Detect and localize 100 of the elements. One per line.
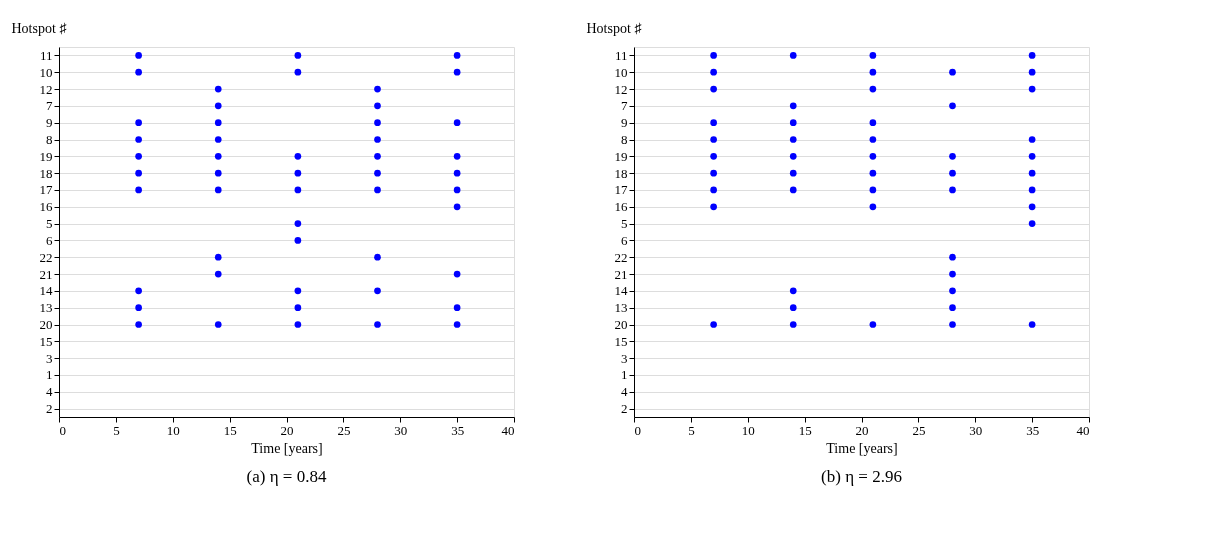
point bbox=[869, 68, 877, 76]
point bbox=[294, 237, 302, 244]
point bbox=[453, 119, 461, 127]
point bbox=[453, 304, 461, 312]
y-tick-label: 20 bbox=[39, 317, 53, 332]
point bbox=[949, 304, 956, 312]
y-tick-label: 12 bbox=[39, 81, 53, 97]
point bbox=[135, 52, 142, 59]
point bbox=[453, 68, 461, 76]
x-axis-title: Time [years] bbox=[826, 440, 898, 456]
point bbox=[135, 287, 142, 295]
y-tick-label: 14 bbox=[614, 283, 628, 299]
point bbox=[710, 169, 717, 177]
y-tick-label: 9 bbox=[621, 115, 628, 131]
point bbox=[869, 85, 877, 93]
point bbox=[294, 186, 302, 194]
point bbox=[710, 203, 717, 211]
point bbox=[949, 321, 956, 328]
x-tick-label: 30 bbox=[394, 422, 408, 438]
x-tick-label: 35 bbox=[1026, 422, 1040, 438]
y-tick-label: 6 bbox=[46, 232, 53, 248]
point bbox=[374, 152, 381, 160]
x-tick-label: 40 bbox=[1076, 422, 1090, 438]
point bbox=[1028, 220, 1036, 227]
point bbox=[869, 186, 877, 194]
x-tick-label: 10 bbox=[166, 422, 180, 438]
point bbox=[710, 119, 717, 127]
point bbox=[135, 136, 142, 143]
point bbox=[789, 119, 797, 127]
y-tick-label: 13 bbox=[614, 300, 628, 316]
point bbox=[1028, 136, 1036, 143]
y-axis-title: Hotspot ♯ bbox=[11, 20, 68, 36]
point bbox=[374, 321, 381, 328]
y-tick-label: 21 bbox=[614, 266, 628, 282]
y-tick-label: 7 bbox=[621, 98, 628, 114]
y-tick-label: 15 bbox=[39, 333, 53, 349]
y-tick-label: 4 bbox=[621, 384, 628, 400]
point bbox=[214, 85, 222, 93]
point bbox=[789, 52, 797, 59]
y-tick-label: 14 bbox=[39, 283, 53, 299]
y-tick-label: 19 bbox=[614, 148, 628, 164]
point bbox=[294, 52, 302, 59]
point bbox=[710, 68, 717, 76]
point bbox=[949, 102, 956, 110]
point bbox=[135, 304, 142, 312]
point bbox=[453, 169, 461, 177]
y-tick-label: 6 bbox=[621, 232, 628, 248]
y-tick-label: 16 bbox=[614, 199, 628, 215]
point bbox=[214, 136, 222, 143]
point bbox=[214, 102, 222, 110]
point bbox=[710, 52, 717, 59]
point bbox=[453, 270, 461, 278]
point bbox=[294, 304, 302, 312]
x-axis-title: Time [years] bbox=[251, 440, 323, 456]
point bbox=[869, 52, 877, 59]
point bbox=[374, 253, 381, 261]
x-tick-label: 40 bbox=[501, 422, 515, 438]
point bbox=[214, 169, 222, 177]
point bbox=[789, 136, 797, 143]
point bbox=[1028, 68, 1036, 76]
point bbox=[374, 85, 381, 93]
y-tick-label: 17 bbox=[39, 182, 53, 198]
x-tick-label: 30 bbox=[969, 422, 983, 438]
point bbox=[1028, 186, 1036, 194]
point bbox=[374, 119, 381, 127]
point bbox=[214, 186, 222, 194]
point bbox=[789, 321, 797, 328]
point bbox=[869, 136, 877, 143]
y-tick-label: 2 bbox=[621, 401, 628, 417]
point bbox=[869, 169, 877, 177]
point bbox=[294, 169, 302, 177]
point bbox=[1028, 85, 1036, 93]
point bbox=[949, 152, 956, 160]
point bbox=[949, 270, 956, 278]
point bbox=[135, 119, 142, 127]
point bbox=[453, 186, 461, 194]
y-tick-label: 19 bbox=[39, 148, 53, 164]
point bbox=[949, 169, 956, 177]
y-tick-label: 12 bbox=[614, 81, 628, 97]
point bbox=[214, 152, 222, 160]
point bbox=[294, 152, 302, 160]
point bbox=[135, 321, 142, 328]
x-tick-label: 5 bbox=[688, 422, 695, 438]
point bbox=[374, 102, 381, 110]
y-tick-label: 2 bbox=[46, 401, 53, 417]
y-tick-label: 11 bbox=[614, 47, 628, 63]
y-tick-label: 8 bbox=[621, 132, 628, 147]
y-tick-label: 13 bbox=[39, 300, 53, 316]
point bbox=[453, 152, 461, 160]
y-tick-label: 9 bbox=[46, 115, 53, 131]
point bbox=[294, 220, 302, 227]
point bbox=[789, 186, 797, 194]
point bbox=[789, 169, 797, 177]
point bbox=[869, 119, 877, 127]
point bbox=[1028, 203, 1036, 211]
y-tick-label: 5 bbox=[46, 216, 53, 232]
y-tick-label: 16 bbox=[39, 199, 53, 215]
y-tick-label: 7 bbox=[46, 98, 53, 114]
point bbox=[453, 321, 461, 328]
text: (a) η = 0.84 bbox=[246, 467, 327, 486]
